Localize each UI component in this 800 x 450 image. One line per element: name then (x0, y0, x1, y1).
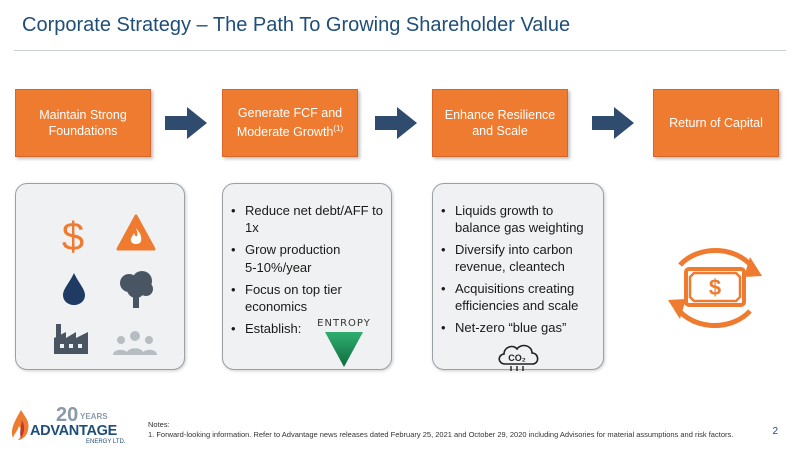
footnotes: Notes: 1. Forward-looking information. R… (148, 420, 733, 440)
step-label: Return of Capital (669, 116, 763, 130)
step-enhance-resilience: Enhance Resilience and Scale (432, 89, 568, 157)
co2-cloud-icon: CO₂ (498, 344, 539, 371)
logo-sub: ENERGY LTD. (86, 439, 126, 445)
step-label: Generate FCF and Moderate Growth(1) (236, 106, 344, 140)
logo-years-number: 20 (56, 404, 79, 426)
arrow-right-icon (375, 107, 417, 139)
tree-icon (120, 271, 153, 308)
dollar-icon: $ (62, 215, 84, 256)
notes-heading: Notes: (148, 420, 170, 429)
title-divider (14, 50, 786, 51)
footnote-marker: (1) (333, 124, 344, 134)
arrow-right-icon (165, 107, 207, 139)
svg-text:$: $ (62, 215, 84, 256)
factory-icon (54, 324, 88, 354)
funnel-icon (325, 332, 363, 367)
panel-fcf-growth: Reduce net debt/AFF to 1x Grow productio… (222, 183, 392, 370)
bullet-list: Reduce net debt/AFF to 1x Grow productio… (231, 202, 385, 342)
water-drop-icon (63, 273, 85, 305)
list-item: Diversify into carbon revenue, cleantech (441, 241, 597, 275)
list-item: Acquisitions creating efficiencies and s… (441, 280, 597, 314)
logo-years-word: YEARS (80, 412, 108, 421)
company-logo: 20 YEARS ADVANTAGE ENERGY LTD. (10, 404, 128, 446)
page-number: 2 (772, 426, 778, 437)
page-title: Corporate Strategy – The Path To Growing… (22, 14, 571, 36)
fire-hazard-icon (116, 214, 156, 251)
panel-foundations: $ (15, 183, 185, 370)
svg-text:CO₂: CO₂ (508, 353, 526, 363)
arrow-right-icon (592, 107, 634, 139)
flame-logo-icon (11, 410, 29, 440)
list-item: Net-zero “blue gas” (441, 319, 597, 336)
step-generate-fcf: Generate FCF and Moderate Growth(1) (222, 89, 358, 157)
list-item: Reduce net debt/AFF to 1x (231, 202, 385, 236)
entropy-logo-text: ENTROPY (317, 318, 371, 329)
list-item: Focus on top tier economics (231, 281, 385, 315)
step-maintain-strong-foundations: Maintain Strong Foundations (15, 89, 151, 157)
step-return-of-capital: Return of Capital (653, 89, 779, 157)
list-item: Liquids growth to balance gas weighting (441, 202, 597, 236)
step-label: Maintain Strong Foundations (39, 108, 127, 138)
list-item: Establish: (231, 320, 385, 337)
list-item: Grow production (231, 241, 385, 258)
people-icon (113, 331, 157, 355)
bullet-list: Liquids growth to balance gas weighting … (441, 202, 597, 341)
logo-name: ADVANTAGE (30, 423, 117, 439)
svg-text:$: $ (709, 275, 721, 300)
panel-resilience-scale: Liquids growth to balance gas weighting … (432, 183, 604, 371)
cash-cycle-icon: $ (668, 248, 762, 328)
step-label: Enhance Resilience and Scale (444, 108, 556, 138)
entropy-logo: ENTROPY (309, 316, 379, 368)
list-item: 5-10%/year (245, 260, 312, 275)
note-1: 1. Forward-looking information. Refer to… (148, 430, 734, 439)
